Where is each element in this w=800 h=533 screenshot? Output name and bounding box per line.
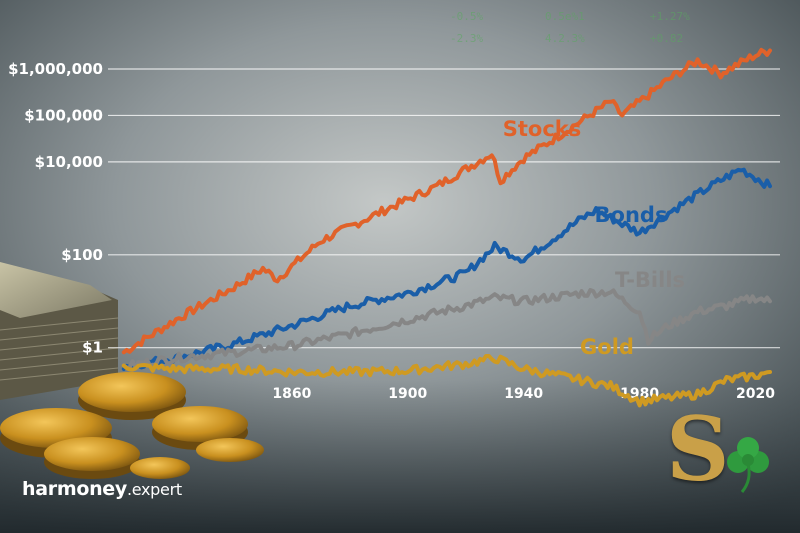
series-line-gold	[121, 354, 772, 408]
x-tick-label: 1940	[504, 386, 543, 402]
brand-name: harmoney	[22, 478, 127, 500]
ticker-text: +0.82	[650, 32, 684, 45]
shamrock-icon	[727, 437, 769, 493]
x-tick-label: 1900	[388, 386, 427, 402]
series-label: Gold	[580, 335, 634, 359]
x-tick-label: 2020	[736, 386, 775, 402]
ticker-backdrop: -0.5% 0.5e%1 -2.3% 4.2.3% +1.27% +0.82	[440, 6, 800, 86]
series-label: T-Bills	[615, 268, 685, 292]
series-label: Bonds	[595, 203, 668, 227]
harmoney-logo: S	[658, 405, 788, 505]
ticker-text: 4.2.3%	[545, 32, 585, 45]
x-tick-label: 1860	[272, 386, 311, 402]
y-tick-label: $100,000	[24, 106, 103, 124]
ticker-text: 0.5e%1	[545, 10, 585, 23]
gold-coins-icon	[0, 372, 264, 479]
ticker-text: -2.3%	[450, 32, 484, 45]
series-line-t-bills	[121, 288, 772, 370]
banknote-stack-icon	[0, 262, 119, 400]
series-line-stocks	[121, 47, 772, 355]
y-axis: $1 $100 $10,000 $100,000 $1,000,000	[8, 60, 103, 357]
brand-logo: harmoney.expert	[22, 478, 182, 500]
series-line-bonds	[121, 167, 772, 371]
y-tick-label: $100	[61, 246, 103, 264]
series-lines	[121, 47, 772, 408]
y-tick-label: $10,000	[35, 153, 103, 171]
series-label: Stocks	[503, 117, 582, 141]
ticker-text: -0.5%	[450, 10, 484, 23]
y-tick-label: $1,000,000	[8, 60, 103, 78]
series-labels: Stocks Bonds T-Bills Gold	[503, 117, 685, 359]
ticker-text: +1.27%	[650, 10, 690, 23]
logo-letter: S	[666, 397, 730, 501]
brand-suffix: .expert	[126, 480, 182, 499]
y-tick-label: $1	[82, 339, 103, 357]
